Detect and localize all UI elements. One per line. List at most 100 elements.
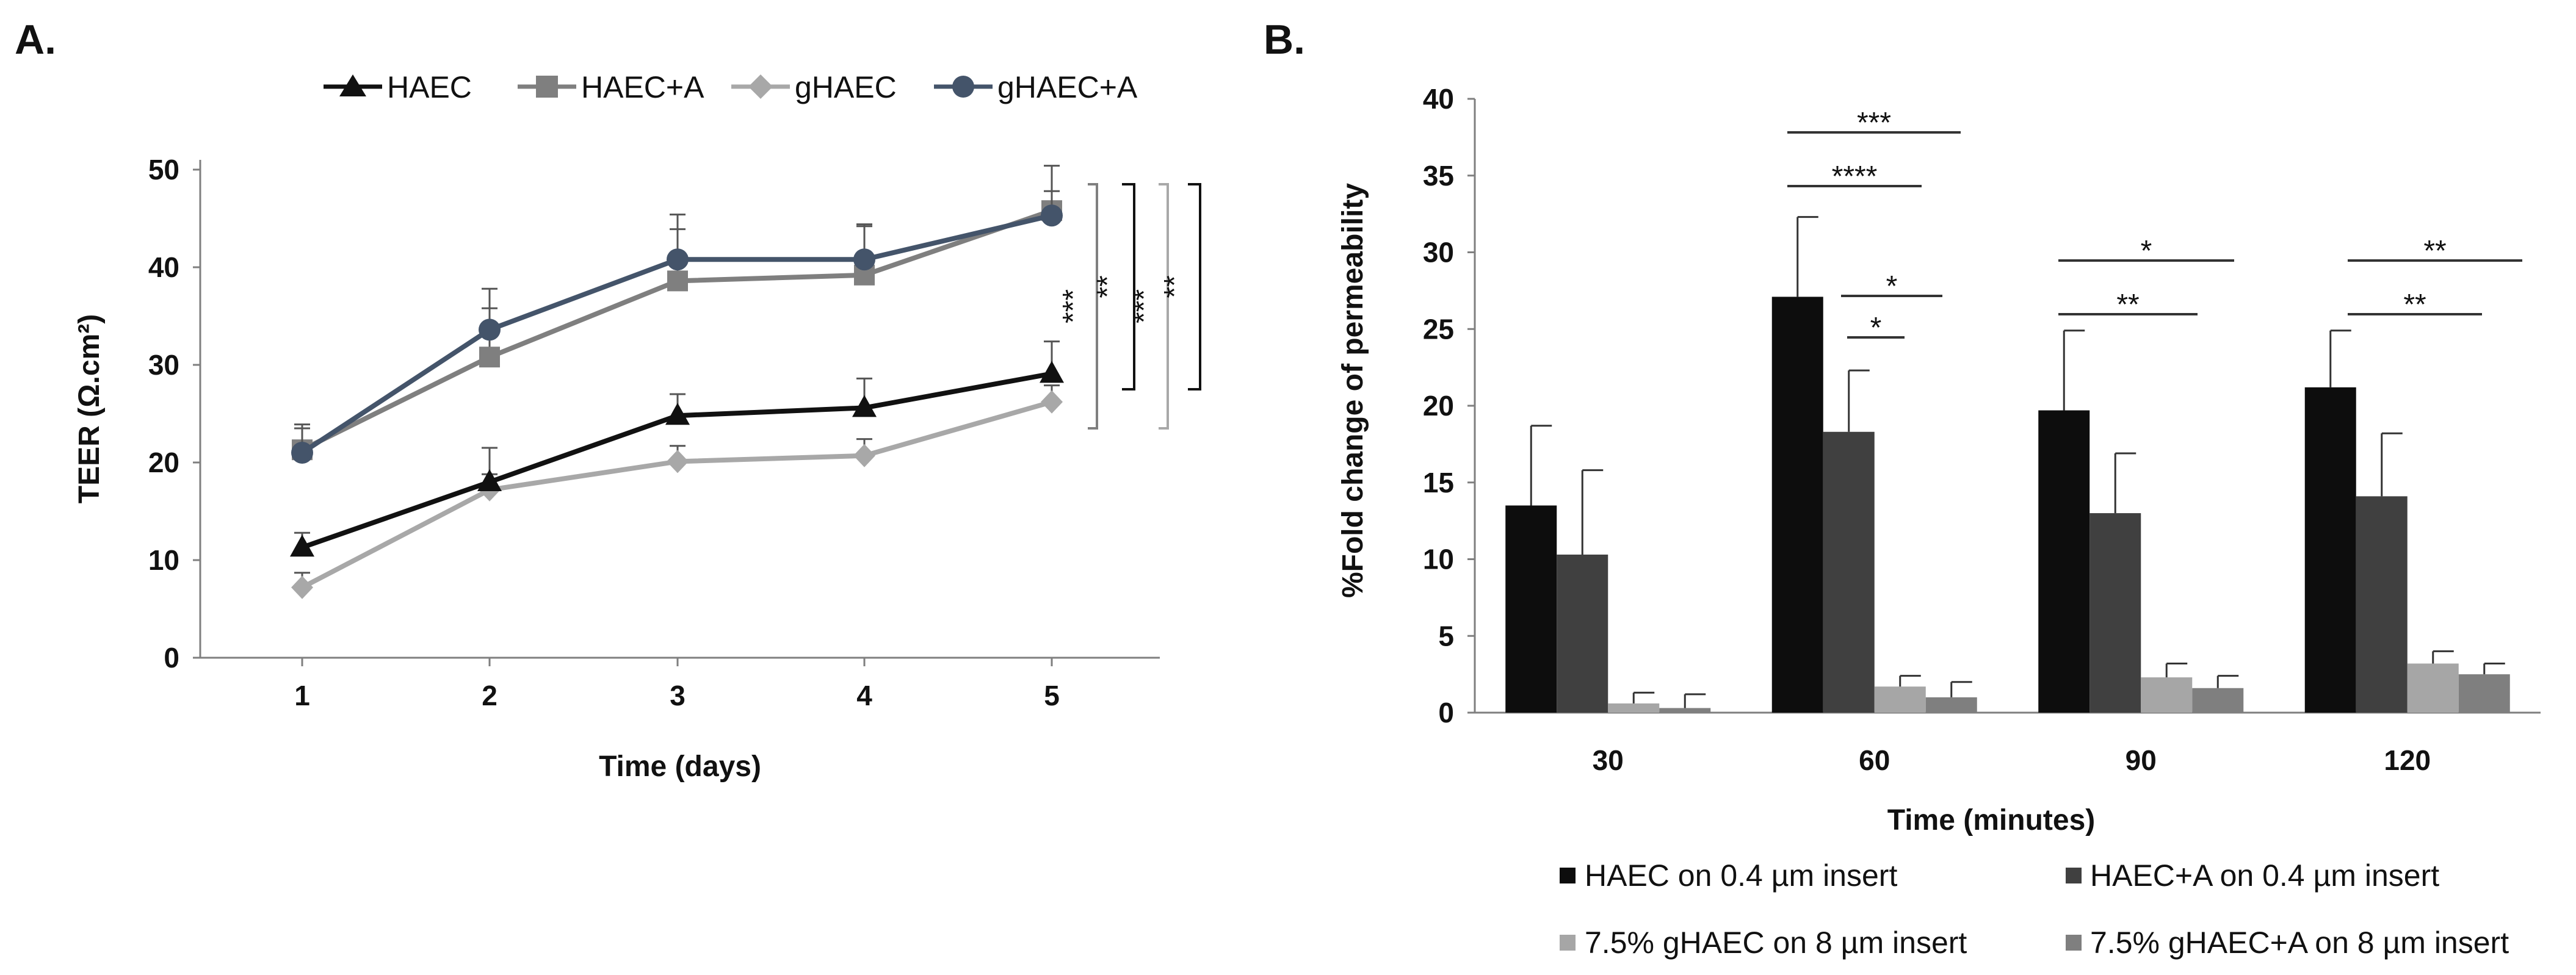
point-haec	[477, 469, 502, 491]
panel-b-label: B.	[1264, 16, 1305, 63]
point-haec-a	[667, 270, 688, 292]
point-ghaec-a	[1041, 204, 1063, 227]
sig-label-60-b: ****	[1832, 160, 1878, 193]
sig-label-90-b: **	[2116, 289, 2139, 321]
sig-bracket-3	[1159, 183, 1169, 430]
point-ghaec-a	[479, 318, 501, 341]
panel-b-y-tick-label: 20	[1423, 390, 1454, 422]
panel-b-y-title: %Fold change of permeability	[1337, 183, 1369, 598]
sig-label-120-b: **	[2403, 289, 2426, 321]
series-ghaec	[291, 384, 1063, 599]
bar-haec-on-0-4-m-insert	[1771, 297, 1823, 713]
panel-a-x-tick-label: 4	[856, 680, 872, 711]
bar-7-5-ghaec-on-8-m-insert	[2141, 677, 2193, 713]
sig-label-2: **	[1091, 275, 1124, 298]
panel-a-label: A.	[15, 16, 56, 63]
bar-group-120	[2304, 329, 2510, 713]
panel-b-y-tick-label: 25	[1423, 313, 1454, 345]
sig-label-90-a: *	[2141, 235, 2152, 267]
legend-ghaec-a-8-swatch	[2066, 935, 2082, 951]
panel-b-y-tick-label: 15	[1423, 467, 1454, 498]
legend-haec-04-label: HAEC on 0.4 µm insert	[1585, 858, 1897, 893]
legend-ghaec-a-label: gHAEC+A	[997, 70, 1138, 104]
bar-group-60	[1771, 216, 1977, 713]
legend-ghaec-a-8-label: 7.5% gHAEC+A on 8 µm insert	[2090, 926, 2509, 960]
panel-b-y-tick-label: 30	[1423, 237, 1454, 268]
sig-label-3: ***	[1128, 289, 1160, 323]
point-ghaec	[667, 450, 689, 473]
panel-b-x-tick-label: 60	[1859, 744, 1890, 776]
panel-b-plot-area	[1505, 216, 2510, 713]
panel-a-legend: HAEC HAEC+A gHAEC gHAEC+A	[324, 70, 1138, 104]
legend-ghaec-marker	[748, 74, 773, 99]
panel-a-x-ticks: 1 2 3 4 5	[294, 658, 1060, 711]
series-haec	[290, 340, 1064, 557]
legend-item-haec-a: HAEC+A	[518, 70, 704, 104]
legend-ghaec-8-label: 7.5% gHAEC on 8 µm insert	[1585, 926, 1967, 960]
panel-a-x-title: Time (days)	[599, 750, 761, 783]
legend-haec-marker	[339, 74, 366, 96]
point-haec	[665, 403, 690, 425]
legend-ghaec-a-marker	[952, 76, 974, 98]
legend-item-haec-04: HAEC on 0.4 µm insert	[1560, 858, 1897, 893]
sig-label-1: ***	[1057, 289, 1090, 323]
bar-7-5-ghaec-on-8-m-insert	[2407, 663, 2459, 713]
sig-bracket-1	[1088, 183, 1098, 430]
panel-b-y-tick-label: 40	[1423, 83, 1454, 115]
legend-item-ghaec: gHAEC	[731, 70, 897, 104]
bar-haec-a-on-0-4-m-insert	[1823, 431, 1875, 713]
panel-b: B. 0 5 10 15 20 25 30 35 40 30 60 90 120 Time (minu…	[1264, 16, 2541, 960]
panel-b-y-tick-label: 5	[1438, 620, 1454, 652]
panel-a-plot-area	[290, 165, 1064, 599]
bar-7-5-ghaec-on-8-m-insert	[1608, 703, 1660, 713]
point-ghaec-a	[853, 248, 875, 271]
legend-item-ghaec-a-8: 7.5% gHAEC+A on 8 µm insert	[2066, 926, 2509, 960]
point-ghaec-a	[291, 442, 313, 464]
panel-a-y-ticks: 0 10 20 30 40 50	[148, 154, 200, 674]
sig-bracket-2	[1122, 183, 1135, 390]
point-ghaec	[291, 575, 313, 599]
point-haec-a	[479, 347, 500, 368]
point-ghaec	[853, 444, 875, 467]
bar-7-5-ghaec-a-on-8-m-insert	[2458, 674, 2510, 713]
legend-haec-a-04-swatch	[2066, 868, 2082, 883]
panel-a-y-tick-label: 10	[148, 544, 179, 576]
panel-b-x-ticks: 30 60 90 120	[1593, 744, 2431, 776]
sig-label-60-c: *	[1886, 270, 1898, 303]
panel-b-significance: *** **** * * * ** ** **	[1787, 107, 2522, 344]
line-ghaec	[301, 399, 1053, 590]
bar-haec-a-on-0-4-m-insert	[2089, 513, 2141, 713]
panel-b-y-tick-label: 10	[1423, 544, 1454, 575]
panel-b-legend: HAEC on 0.4 µm insert HAEC+A on 0.4 µm i…	[1560, 858, 2509, 960]
legend-ghaec-8-swatch	[1560, 935, 1576, 951]
panel-a-y-tick-label: 20	[148, 447, 179, 478]
panel-a-y-title: TEER (Ω.cm²)	[73, 314, 106, 504]
legend-haec-a-04-label: HAEC+A on 0.4 µm insert	[2090, 858, 2439, 893]
panel-a-y-tick-label: 30	[148, 349, 179, 381]
bar-haec-on-0-4-m-insert	[1505, 505, 1557, 713]
panel-a-x-tick-label: 1	[294, 680, 310, 711]
panel-a-significance: *** ** *** **	[1057, 183, 1201, 430]
series-ghaec-a	[291, 165, 1063, 464]
legend-haec-04-swatch	[1560, 868, 1576, 883]
panel-b-x-tick-label: 90	[2126, 744, 2157, 776]
sig-label-60-a: ***	[1857, 107, 1891, 139]
sig-label-120-a: **	[2423, 235, 2446, 267]
panel-a-y-tick-label: 50	[148, 154, 179, 185]
panel-a-y-tick-label: 40	[148, 251, 179, 283]
point-haec	[1040, 361, 1064, 383]
panel-b-x-tick-label: 120	[2384, 744, 2431, 776]
panel-a-x-tick-label: 3	[670, 680, 686, 711]
legend-ghaec-label: gHAEC	[795, 70, 897, 104]
panel-a-x-tick-label: 5	[1044, 680, 1060, 711]
bar-haec-a-on-0-4-m-insert	[1557, 554, 1608, 713]
bar-7-5-ghaec-on-8-m-insert	[1874, 686, 1926, 713]
sig-bracket-4	[1188, 183, 1201, 390]
panel-a: A. HAEC HAEC+A gHAEC gHAEC+A	[15, 16, 1201, 783]
point-haec	[852, 395, 877, 417]
sig-label-60-d: *	[1870, 312, 1882, 344]
bar-group-30	[1505, 425, 1711, 713]
point-haec	[290, 534, 314, 557]
legend-item-ghaec-a: gHAEC+A	[934, 70, 1138, 104]
